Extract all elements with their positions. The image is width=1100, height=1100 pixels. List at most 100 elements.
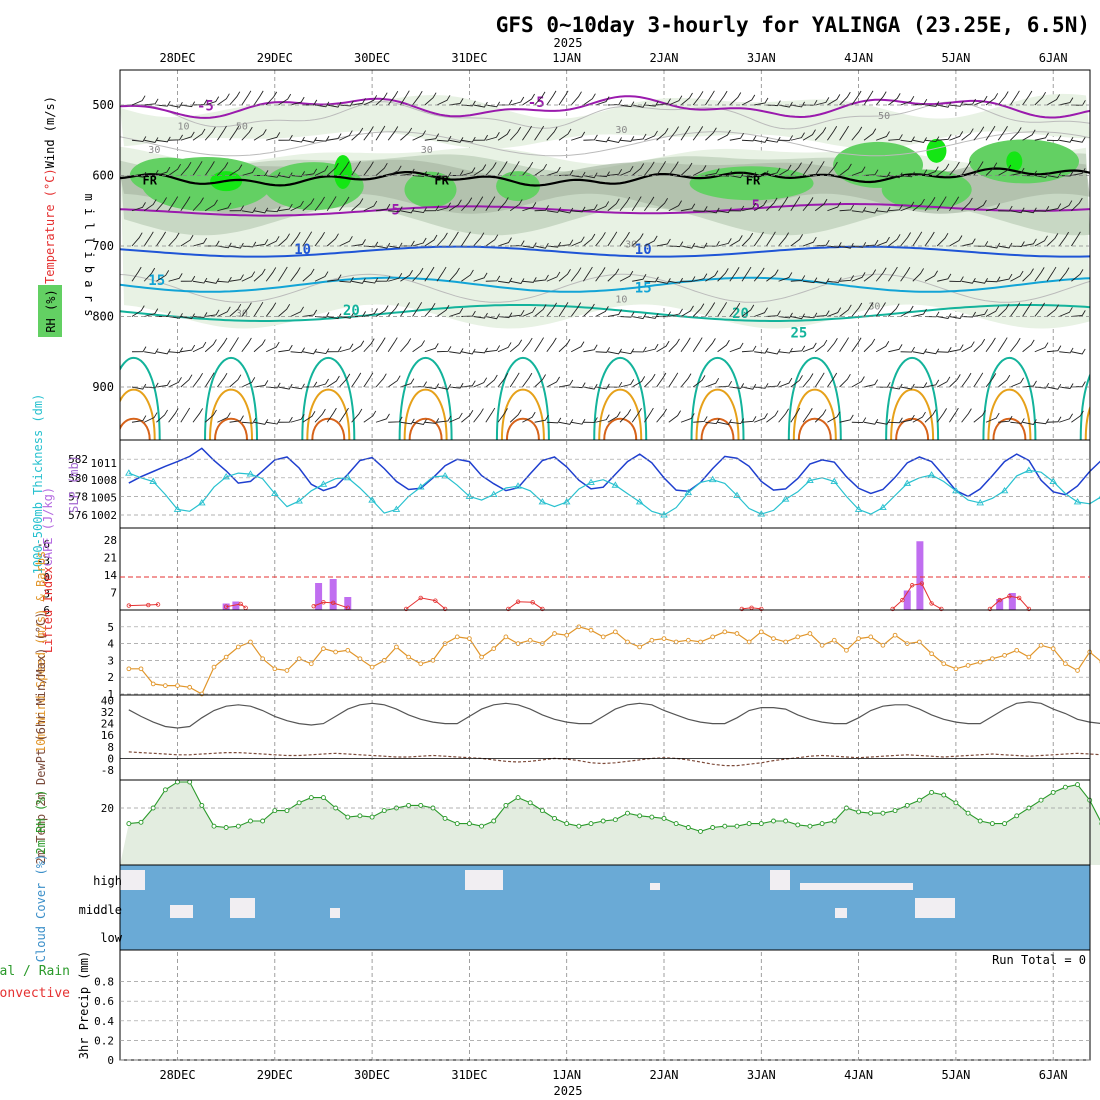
wind-barb — [644, 196, 655, 212]
wind-barb — [558, 269, 571, 282]
thickness-axis-label: 1000-500mb Thickness (dm) — [31, 394, 45, 575]
wind-barb — [1071, 168, 1086, 176]
wind10-point — [1026, 654, 1032, 660]
wind-barb — [936, 232, 949, 247]
thickness-point — [514, 482, 522, 489]
wind-barb — [509, 126, 521, 141]
rh2m-point — [649, 814, 655, 820]
wind-barb — [278, 203, 293, 212]
wind-barb — [204, 161, 215, 176]
wind-barb — [339, 276, 354, 283]
wind-barb — [400, 302, 410, 317]
wind-barb — [619, 165, 634, 176]
rh2m-point — [977, 818, 983, 824]
wind10-barb — [1021, 639, 1041, 655]
temp-contour-label-2: 5 — [392, 202, 400, 218]
rh2m-point — [698, 828, 703, 834]
wind-barb — [180, 196, 191, 212]
wind-barb — [888, 303, 900, 317]
wind-barb — [302, 168, 318, 176]
temperature-band-5 — [120, 729, 1090, 735]
rh-axis-label: RH (%) — [44, 289, 58, 332]
diurnal-isotherm-1-2 — [311, 417, 346, 440]
wind-barb — [1071, 269, 1084, 282]
diurnal-isotherm-8-1 — [987, 388, 1032, 440]
wind-barb — [815, 239, 830, 247]
wind-barb — [766, 136, 781, 143]
wind-barb — [595, 306, 609, 317]
cloud-clear-1 — [465, 870, 503, 890]
wind-barb — [424, 266, 435, 282]
wind-barb — [400, 127, 413, 141]
wind-barb — [888, 172, 903, 179]
temperature-band-2 — [120, 745, 1090, 751]
slp-tick-1: 1005 — [91, 492, 118, 505]
rh-contour-label-8: 50 — [878, 111, 890, 122]
wind-barb — [680, 337, 691, 353]
wind-barb — [1022, 419, 1037, 425]
wind-barb — [863, 338, 876, 353]
wind-barb — [1058, 267, 1070, 282]
wind-barb — [802, 161, 813, 176]
wind-barb — [241, 302, 252, 317]
wind-barb — [766, 410, 779, 423]
wind-barb — [387, 126, 399, 141]
rh2m-point — [892, 808, 898, 814]
wind-barb — [717, 380, 732, 388]
wind-barb — [400, 378, 415, 388]
axis-label-part: CAPE (J/kg) — [41, 487, 55, 566]
wind10-barb — [583, 639, 603, 655]
wind-barb — [839, 91, 851, 106]
cape-bar-3 — [329, 579, 337, 610]
wind-barb — [644, 235, 658, 247]
wind-barb — [229, 303, 242, 317]
wind-barb — [1059, 97, 1074, 106]
wind-barb — [583, 204, 598, 212]
rh2m-point — [527, 800, 533, 806]
wind-barb — [985, 373, 997, 388]
wind-barb — [1010, 241, 1025, 247]
wind-barb — [473, 164, 487, 176]
rh2m-point — [929, 789, 935, 795]
wind-barb — [436, 135, 452, 142]
wind10-point — [953, 666, 959, 672]
wind-barb — [888, 134, 903, 141]
rh-contour-label-5: 30 — [625, 239, 637, 250]
rh-moist-core-8 — [969, 139, 1080, 184]
wind-barb — [253, 380, 269, 388]
isotherm-10 — [120, 245, 1090, 258]
wind-barb — [583, 383, 598, 390]
wind-barb — [546, 337, 557, 353]
wind-barb — [180, 313, 195, 320]
wind-barb — [302, 231, 313, 247]
wind-tick-1: 2 — [107, 671, 114, 684]
wind10-barb — [729, 639, 749, 655]
wind10-point — [588, 627, 594, 633]
slp-tick-0: 1002 — [91, 509, 118, 522]
wind-barb — [229, 374, 242, 388]
wind-barb — [973, 410, 986, 423]
wind-barb — [388, 206, 403, 213]
wind-barb — [924, 348, 940, 355]
wind-barb — [754, 413, 768, 423]
wind10-barb — [984, 639, 1004, 655]
wind-barb — [790, 345, 806, 353]
wind-barb — [314, 348, 330, 355]
wind-barb — [302, 348, 317, 355]
wind-barb — [436, 95, 451, 106]
thickness-point — [343, 473, 352, 481]
wind-barb — [900, 414, 915, 423]
upper-axis-label: Temperature (°C)Wind (m/s) — [43, 96, 57, 284]
wind-barb — [778, 232, 789, 247]
rh2m-point — [454, 821, 460, 827]
wind-barb — [827, 126, 838, 141]
wind10-barb — [960, 639, 980, 655]
wind-barb — [985, 162, 998, 176]
wind-barb — [644, 276, 659, 283]
cape-tick-2: 21 — [104, 552, 117, 565]
rh2m-point — [625, 810, 630, 816]
wind-barb — [326, 375, 340, 388]
wind-barb — [631, 233, 644, 247]
wind-barb — [131, 383, 147, 390]
wind-barb — [729, 205, 745, 212]
